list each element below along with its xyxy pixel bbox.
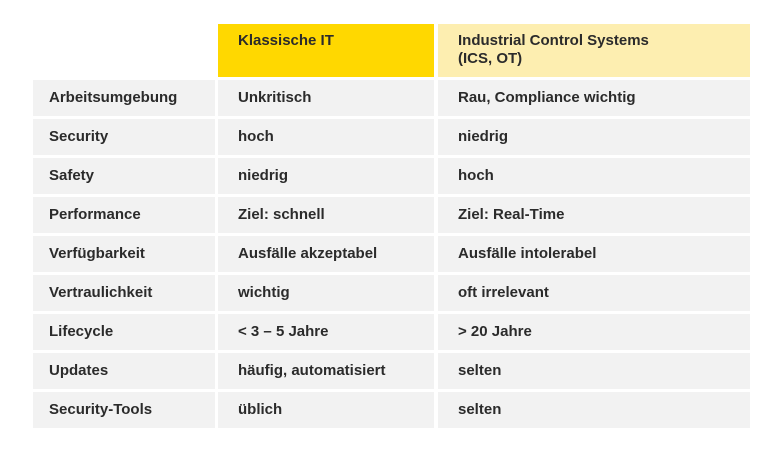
header-ics-line1: Industrial Control Systems [458,32,649,49]
row-ics-value: niedrig [438,119,750,155]
row-ics-value: > 20 Jahre [438,314,750,350]
table-header-row: Klassische IT Industrial Control Systems… [33,24,750,77]
table-row: Arbeitsumgebung Unkritisch Rau, Complian… [33,80,750,116]
header-ics-ot: Industrial Control Systems (ICS, OT) [438,24,750,77]
row-label: Verfügbarkeit [33,236,215,272]
row-it-value: üblich [218,392,434,428]
table-row: Safety niedrig hoch [33,158,750,194]
row-label: Vertraulichkeit [33,275,215,311]
row-it-value: Ausfälle akzeptabel [218,236,434,272]
row-ics-value: oft irrelevant [438,275,750,311]
header-klassische-it: Klassische IT [218,24,434,77]
table-row: Security-Tools üblich selten [33,392,750,428]
row-label: Arbeitsumgebung [33,80,215,116]
comparison-table: Klassische IT Industrial Control Systems… [33,24,750,431]
row-label: Updates [33,353,215,389]
row-it-value: < 3 – 5 Jahre [218,314,434,350]
header-empty-cell [33,24,215,77]
header-ics-line2: (ICS, OT) [458,50,523,67]
row-label: Performance [33,197,215,233]
row-label: Security [33,119,215,155]
row-it-value: häufig, automatisiert [218,353,434,389]
row-ics-value: Rau, Compliance wichtig [438,80,750,116]
row-ics-value: selten [438,353,750,389]
row-ics-value: Ausfälle intolerabel [438,236,750,272]
row-it-value: Unkritisch [218,80,434,116]
row-it-value: wichtig [218,275,434,311]
table-row: Verfügbarkeit Ausfälle akzeptabel Ausfäl… [33,236,750,272]
row-ics-value: hoch [438,158,750,194]
table-row: Updates häufig, automatisiert selten [33,353,750,389]
table-row: Vertraulichkeit wichtig oft irrelevant [33,275,750,311]
row-label: Security-Tools [33,392,215,428]
row-label: Lifecycle [33,314,215,350]
table-row: Lifecycle < 3 – 5 Jahre > 20 Jahre [33,314,750,350]
row-it-value: niedrig [218,158,434,194]
row-it-value: Ziel: schnell [218,197,434,233]
row-label: Safety [33,158,215,194]
row-ics-value: Ziel: Real-Time [438,197,750,233]
row-it-value: hoch [218,119,434,155]
table-row: Performance Ziel: schnell Ziel: Real-Tim… [33,197,750,233]
table-row: Security hoch niedrig [33,119,750,155]
row-ics-value: selten [438,392,750,428]
